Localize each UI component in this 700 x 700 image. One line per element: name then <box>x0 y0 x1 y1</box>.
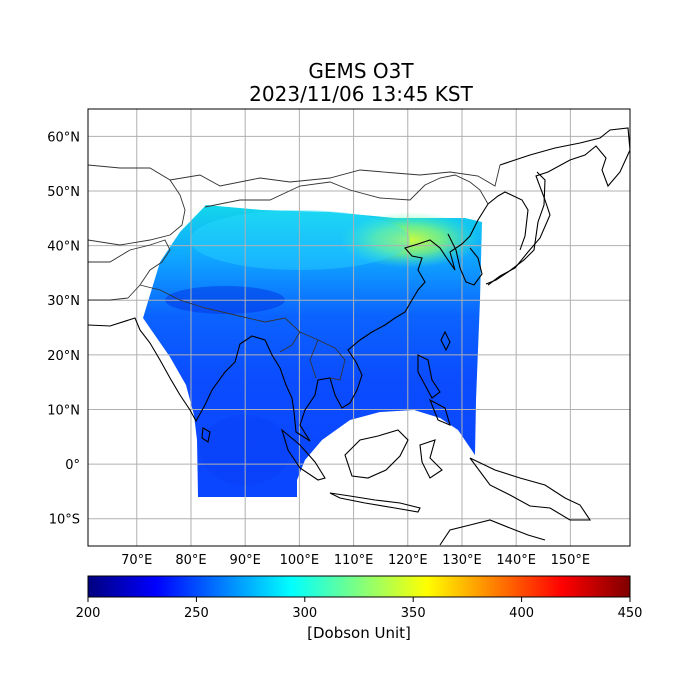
colorbar-tick-label: 350 <box>401 606 426 621</box>
lon-tick-label: 140°E <box>496 553 536 568</box>
map-title: GEMS O3T <box>308 59 414 83</box>
lat-tick-label: 40°N <box>47 240 80 255</box>
lat-tick-label: 60°N <box>47 130 80 145</box>
lat-tick-label: 10°S <box>49 513 80 528</box>
colorbar-ticks: 200 250 300 350 400 450 <box>76 597 643 621</box>
colorbar-tick-label: 250 <box>184 606 209 621</box>
coastlines <box>88 127 630 546</box>
coastline-philippines <box>417 354 451 426</box>
border-indochina <box>299 331 346 381</box>
colorbar-tick-label: 200 <box>76 606 101 621</box>
coastline-russia-east <box>487 127 630 286</box>
border-india-north <box>139 284 301 353</box>
mid-ozone-region <box>190 210 410 270</box>
coastline-java <box>329 492 421 513</box>
lon-tick-label: 150°E <box>551 553 591 568</box>
lon-tick-label: 110°E <box>334 553 374 568</box>
colorbar-tick-label: 300 <box>292 606 317 621</box>
border-china-mongolia <box>204 174 489 208</box>
lon-tick-label: 80°E <box>175 553 206 568</box>
coastline-new-guinea <box>469 457 592 521</box>
map-subtitle-datetime: 2023/11/06 13:45 KST <box>249 82 473 106</box>
colorbar-tick-label: 400 <box>509 606 534 621</box>
lon-tick-label: 120°E <box>388 553 428 568</box>
map-gridlines <box>88 109 630 546</box>
lat-tick-label: 0° <box>65 458 80 473</box>
coastline-sri-lanka <box>201 427 211 443</box>
lon-tick-label: 70°E <box>121 553 152 568</box>
coastline-sulawesi <box>419 439 443 479</box>
lat-tick-label: 20°N <box>47 349 80 364</box>
lon-tick-label: 130°E <box>442 553 482 568</box>
colorbar-bar <box>87 575 631 598</box>
coastline-taiwan <box>440 330 451 352</box>
lat-tick-label: 30°N <box>47 294 80 309</box>
coastline-borneo <box>344 429 409 479</box>
coastline-japan <box>485 171 546 285</box>
country-borders <box>88 164 501 381</box>
map-frame <box>87 108 631 547</box>
ozone-data-swath <box>143 205 482 497</box>
lat-tick-label: 10°N <box>47 403 80 418</box>
high-ozone-region <box>340 212 480 268</box>
lon-tick-label: 100°E <box>280 553 320 568</box>
coastline-asia-south <box>88 191 529 442</box>
lat-tick-label: 50°N <box>47 185 80 200</box>
map-axes: 70°E 80°E 90°E 100°E 110°E 120°E 130°E 140°E 150… <box>47 130 590 568</box>
border-kazakhstan <box>88 164 186 246</box>
colorbar-tick-label: 450 <box>618 606 643 621</box>
lon-tick-label: 90°E <box>230 553 261 568</box>
coastline-australia-north <box>439 519 546 546</box>
border-central-asia <box>88 239 171 301</box>
coastline-korea <box>447 233 483 286</box>
colorbar-label: [Dobson Unit] <box>307 624 411 642</box>
border-mongolia-russia <box>169 164 501 187</box>
coastline-sumatra <box>280 428 326 481</box>
